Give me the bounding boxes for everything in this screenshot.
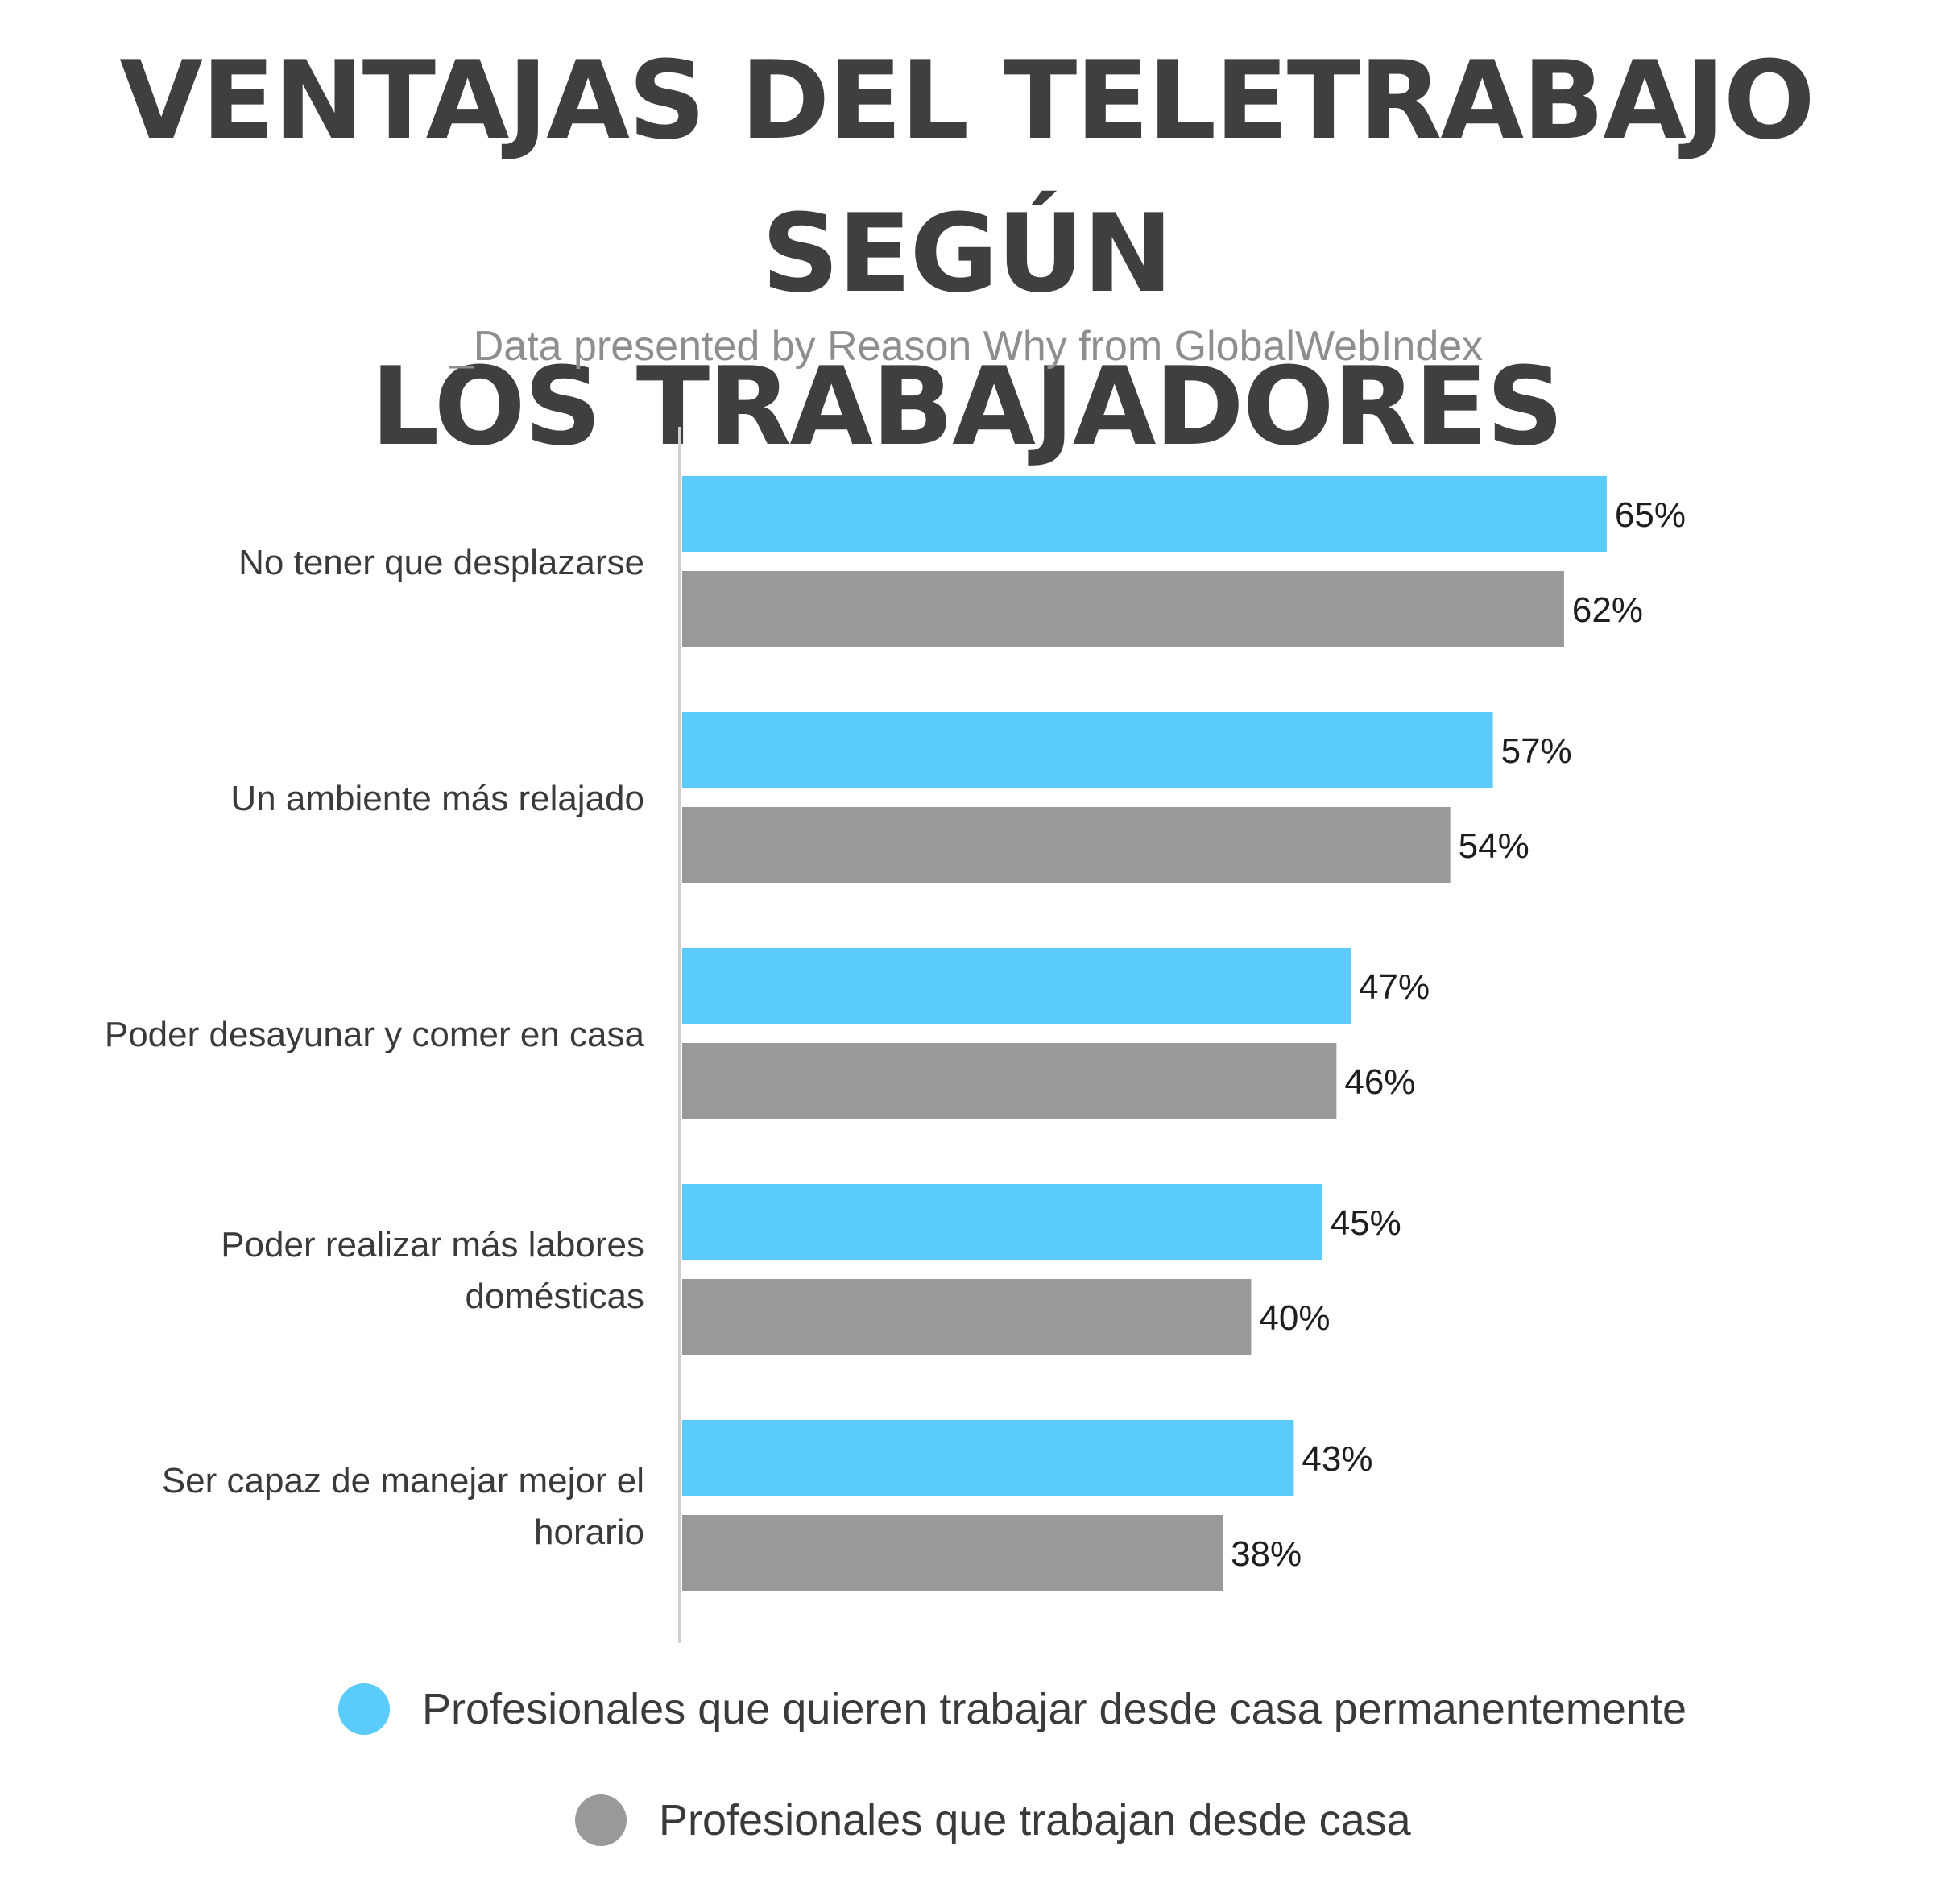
chart-title-line-2: LOS TRABAJADORES — [370, 344, 1564, 470]
bar-work-remote — [682, 1043, 1337, 1119]
chart-subtitle: _Data presented by Reason Why from Globa… — [449, 323, 1484, 370]
chart-title: VENTAJAS DEL TELETRABAJO SEGÚN LOS TRABA… — [0, 24, 1933, 483]
bar-want-remote — [682, 1420, 1294, 1496]
data-label: 38% — [1231, 1534, 1302, 1574]
category-label: No tener que desplazarse — [238, 543, 644, 582]
legend-label: Profesionales que trabajan desde casa — [659, 1796, 1411, 1844]
data-label: 47% — [1359, 967, 1430, 1007]
category-label: Ser capaz de manejar mejor el horario — [162, 1461, 644, 1552]
category-label-line: domésticas — [465, 1277, 644, 1316]
bar-work-remote — [682, 1279, 1252, 1355]
bar-want-remote — [682, 476, 1607, 552]
data-label: 54% — [1459, 826, 1529, 866]
category-label-line: horario — [534, 1513, 644, 1552]
data-label: 40% — [1259, 1298, 1330, 1338]
data-label: 46% — [1344, 1062, 1415, 1102]
bar-work-remote — [682, 1515, 1223, 1591]
bar-work-remote — [682, 571, 1564, 647]
legend-swatch — [338, 1683, 390, 1735]
legend-item: Profesionales que trabajan desde casa — [575, 1794, 1411, 1846]
chart-title-line-1: VENTAJAS DEL TELETRABAJO SEGÚN — [119, 38, 1815, 317]
legend-swatch — [575, 1794, 627, 1846]
category-label-line: Ser capaz de manejar mejor el — [162, 1461, 644, 1500]
bars-layer: No tener que desplazarse 65% 62% Un ambient… — [105, 476, 1686, 1591]
bar-want-remote — [682, 948, 1351, 1024]
bar-want-remote — [682, 1184, 1322, 1260]
data-label: 65% — [1615, 495, 1686, 535]
data-label: 62% — [1572, 590, 1643, 630]
category-label: Un ambiente más relajado — [230, 779, 644, 818]
category-label-line: Poder realizar más labores — [221, 1225, 644, 1265]
data-label: 57% — [1501, 731, 1572, 771]
legend-label: Profesionales que quieren trabajar desde… — [422, 1685, 1687, 1733]
category-label: Poder desayunar y comer en casa — [105, 1015, 645, 1054]
bar-work-remote — [682, 807, 1451, 883]
data-label: 43% — [1302, 1439, 1372, 1479]
category-label-line: Poder desayunar y comer en casa — [105, 1015, 645, 1054]
legend-item: Profesionales que quieren trabajar desde… — [338, 1683, 1687, 1735]
category-label-line: Un ambiente más relajado — [230, 779, 644, 818]
category-label-line: No tener que desplazarse — [238, 543, 644, 582]
category-label: Poder realizar más labores domésticas — [221, 1225, 644, 1316]
bar-want-remote — [682, 712, 1493, 788]
data-label: 45% — [1331, 1203, 1401, 1243]
